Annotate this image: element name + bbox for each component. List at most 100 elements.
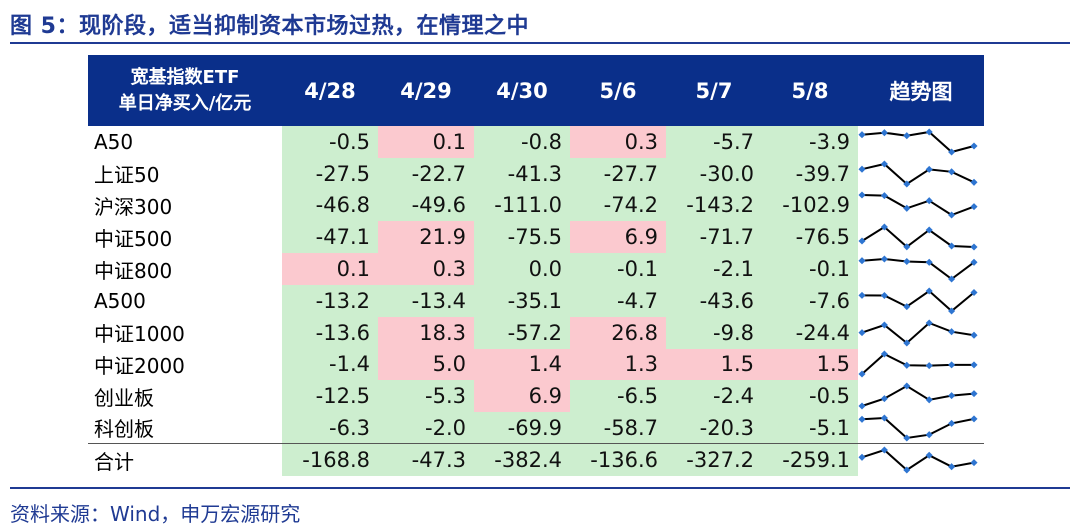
sparkline-line <box>861 385 975 408</box>
value-cell: -13.6 <box>282 316 378 349</box>
table-row: 科创板 -6.3 -2.0 -69.9 -58.7 -20.3 -5.1 <box>88 412 984 444</box>
value-cell: -27.7 <box>570 157 666 190</box>
column-header: 5/8 <box>762 55 858 126</box>
value-cell: 6.9 <box>570 221 666 254</box>
row-label: A500 <box>94 288 146 313</box>
value-cell: -35.1 <box>474 284 570 317</box>
value-cell: 5.0 <box>378 348 474 381</box>
value-cell: -39.7 <box>762 157 858 190</box>
value-cell: -6.5 <box>570 380 666 413</box>
sparkline-line <box>861 130 975 153</box>
table-row: 中证800 0.1 0.3 0.0 -0.1 -2.1 -0.1 <box>88 253 984 285</box>
value-cell: -12.5 <box>282 380 378 413</box>
sparkline-cell <box>858 221 984 254</box>
value-cell: -5.1 <box>762 412 858 444</box>
sparkline-marker <box>858 370 866 379</box>
value-cell: -382.4 <box>474 443 570 476</box>
row-label: 中证1000 <box>94 322 185 347</box>
sparkline-marker <box>948 167 956 176</box>
value-cell: -13.4 <box>378 284 474 317</box>
sparkline-marker <box>903 434 911 442</box>
sparkline <box>858 446 978 474</box>
header-row: 宽基指数ETF 单日净买入/亿元 4/28 4/29 4/30 5/6 5/7 … <box>88 55 984 126</box>
sparkline-line <box>861 416 975 439</box>
value-cell: -143.2 <box>666 189 762 222</box>
value-cell: -2.0 <box>378 412 474 444</box>
trend-header: 趋势图 <box>858 55 984 126</box>
value-cell: 1.4 <box>474 348 570 381</box>
total-row: 合计 -168.8 -47.3 -382.4 -136.6 -327.2 -259.1 <box>88 443 984 476</box>
sparkline-marker <box>903 362 911 370</box>
value-cell: 0.3 <box>570 126 666 158</box>
row-label: 中证500 <box>94 226 173 251</box>
sparkline-marker <box>880 255 888 263</box>
value-cell: -0.8 <box>474 126 570 158</box>
row-label: A50 <box>94 129 134 154</box>
row-label: 中证800 <box>94 258 173 283</box>
sparkline-line <box>861 289 975 313</box>
value-cell: 0.1 <box>282 253 378 285</box>
table-row: 中证500 -47.1 21.9 -75.5 6.9 -71.7 -76.5 <box>88 221 984 254</box>
sparkline <box>858 319 978 347</box>
sparkline-line <box>861 321 975 344</box>
sparkline-cell <box>858 316 984 349</box>
sparkline-cell <box>858 284 984 317</box>
corner-header: 宽基指数ETF 单日净买入/亿元 <box>88 55 282 126</box>
corner-header-line2: 单日净买入/亿元 <box>118 92 252 114</box>
column-header: 4/29 <box>378 55 474 126</box>
table-row: 创业板 -12.5 -5.3 6.9 -6.5 -2.4 -0.5 <box>88 380 984 413</box>
row-label: 沪深300 <box>94 194 173 219</box>
sparkline-marker <box>970 142 978 150</box>
value-cell: 1.3 <box>570 348 666 381</box>
sparkline-marker <box>970 178 978 186</box>
value-cell: -30.0 <box>666 157 762 190</box>
sparkline-marker <box>858 415 866 423</box>
sparkline-marker <box>970 415 978 423</box>
value-cell: 1.5 <box>666 348 762 381</box>
value-cell: -69.9 <box>474 412 570 444</box>
sparkline <box>858 287 978 315</box>
sparkline-marker <box>948 463 956 471</box>
value-cell: -111.0 <box>474 189 570 222</box>
sparkline-cell <box>858 253 984 285</box>
sparkline-marker <box>903 339 911 347</box>
value-cell: -0.5 <box>762 380 858 413</box>
sparkline <box>858 255 978 283</box>
row-label: 上证50 <box>94 163 160 188</box>
sparkline-cell <box>858 443 984 476</box>
sparkline-marker <box>880 291 888 299</box>
sparkline-marker <box>903 180 911 188</box>
sparkline-marker <box>948 327 956 335</box>
sparkline-cell <box>858 412 984 444</box>
sparkline-marker <box>858 257 866 265</box>
sparkline <box>858 191 978 220</box>
sparkline-marker <box>970 203 978 211</box>
source-rule <box>10 487 1070 489</box>
sparkline-marker <box>970 288 978 296</box>
value-cell: -1.4 <box>282 348 378 381</box>
value-cell: 26.8 <box>570 316 666 349</box>
sparkline-marker <box>858 131 866 139</box>
value-cell: -71.7 <box>666 221 762 254</box>
value-cell: -0.1 <box>762 253 858 285</box>
value-cell: -4.7 <box>570 284 666 317</box>
value-cell: -5.3 <box>378 380 474 413</box>
sparkline-line <box>861 258 975 281</box>
value-cell: -75.5 <box>474 221 570 254</box>
sparkline <box>858 223 978 251</box>
value-cell: -57.2 <box>474 316 570 349</box>
value-cell: 1.5 <box>762 348 858 381</box>
column-header: 5/6 <box>570 55 666 126</box>
sparkline-cell <box>858 348 984 381</box>
sparkline-marker <box>970 390 978 398</box>
value-cell: -6.3 <box>282 412 378 444</box>
sparkline-marker <box>858 453 866 461</box>
sparkline-marker <box>858 291 866 299</box>
value-cell: -7.6 <box>762 284 858 317</box>
value-cell: -46.8 <box>282 189 378 222</box>
sparkline-marker <box>970 459 978 467</box>
value-cell: -43.6 <box>666 284 762 317</box>
value-cell: -49.6 <box>378 189 474 222</box>
table-body: A50 -0.5 0.1 -0.8 0.3 -5.7 -3.9 上证50 -27.5 -22.7-… <box>88 126 984 476</box>
value-cell: -20.3 <box>666 412 762 444</box>
